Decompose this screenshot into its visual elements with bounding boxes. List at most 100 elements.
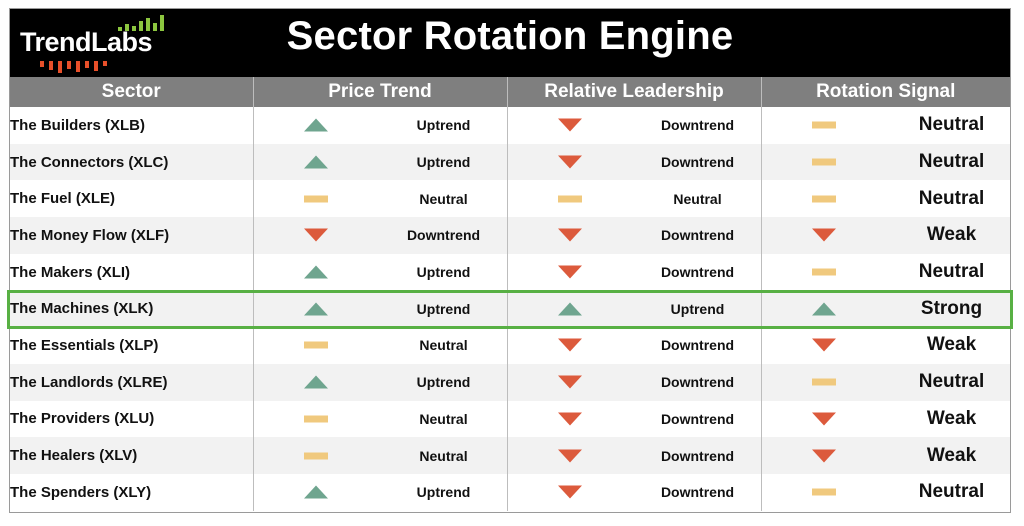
price-trend-cell: Neutral (253, 180, 508, 218)
rotation-signal-label: Weak (926, 444, 977, 466)
sector-name: The Fuel (XLE) (10, 180, 254, 218)
price-trend-label: Uptrend (416, 264, 471, 281)
down-triangle-icon (811, 449, 836, 463)
rotation-signal-cell: Weak (761, 437, 1010, 474)
down-triangle-icon (557, 449, 582, 463)
down-triangle-icon (557, 118, 582, 132)
column-header-rotation-signal: Rotation Signal (761, 77, 1010, 107)
relative-leadership-label: Downtrend (660, 264, 735, 281)
rotation-signal-cell: Neutral (761, 253, 1010, 291)
sector-rotation-panel: TrendLabs Sector Rotation Engine Sector (7, 8, 1013, 513)
column-header-sector: Sector (10, 77, 254, 107)
rotation-signal-label: Neutral (918, 481, 985, 503)
up-triangle-icon (303, 485, 328, 499)
price-trend-label: Neutral (419, 190, 468, 207)
price-trend-cell: Neutral (253, 400, 508, 438)
relative-leadership-cell: Uptrend (507, 290, 762, 328)
price-trend-label: Neutral (419, 447, 468, 464)
logo-ticks-icon (40, 61, 120, 73)
sector-name: The Landlords (XLRE) (10, 363, 254, 401)
rotation-signal-label: Neutral (918, 114, 985, 136)
rotation-signal-label: Neutral (918, 187, 985, 209)
relative-leadership-cell: Downtrend (507, 363, 762, 401)
rotation-signal-label: Weak (926, 407, 977, 429)
rotation-signal-label: Neutral (918, 371, 985, 393)
relative-leadership-label: Downtrend (660, 410, 735, 427)
rotation-signal-label: Weak (926, 334, 977, 356)
up-triangle-icon (303, 118, 328, 132)
price-trend-cell: Uptrend (253, 107, 508, 144)
table-row: The Builders (XLB) Uptrend Downtrend Neutra… (10, 107, 1010, 144)
down-triangle-icon (811, 338, 836, 352)
relative-leadership-label: Downtrend (660, 227, 735, 244)
table-row: The Makers (XLI) Uptrend Downtrend Neutral (10, 253, 1010, 291)
relative-leadership-label: Downtrend (660, 484, 735, 501)
price-trend-label: Uptrend (416, 374, 471, 391)
price-trend-label: Downtrend (406, 227, 481, 244)
down-triangle-icon (557, 485, 582, 499)
relative-leadership-cell: Downtrend (507, 473, 762, 511)
table-row: The Spenders (XLY) Uptrend Downtrend Neutra… (10, 473, 1010, 511)
relative-leadership-cell: Downtrend (507, 437, 762, 474)
relative-leadership-label: Downtrend (660, 447, 735, 464)
down-triangle-icon (557, 265, 582, 279)
rotation-signal-cell: Neutral (761, 180, 1010, 218)
table-row: The Healers (XLV) Neutral Downtrend Weak (10, 437, 1010, 474)
down-triangle-icon (811, 412, 836, 426)
relative-leadership-cell: Downtrend (507, 217, 762, 254)
neutral-dash-icon (811, 195, 836, 203)
table-row: The Machines (XLK) Uptrend Uptrend Strong (10, 290, 1010, 328)
neutral-dash-icon (811, 268, 836, 276)
neutral-dash-icon (811, 378, 836, 386)
table-row: The Essentials (XLP) Neutral Downtrend Weak (10, 327, 1010, 364)
relative-leadership-label: Downtrend (660, 374, 735, 391)
relative-leadership-label: Neutral (673, 190, 722, 207)
rotation-signal-cell: Weak (761, 327, 1010, 364)
rotation-signal-cell: Neutral (761, 107, 1010, 144)
neutral-dash-icon (811, 158, 836, 166)
table-row: The Landlords (XLRE) Uptrend Downtrend Neut… (10, 363, 1010, 401)
sector-name: The Connectors (XLC) (10, 143, 254, 181)
table-header-row: Sector Price Trend Relative Leadership R… (10, 77, 1010, 107)
up-triangle-icon (303, 265, 328, 279)
rotation-signal-label: Weak (926, 224, 977, 246)
price-trend-label: Uptrend (416, 154, 471, 171)
relative-leadership-label: Downtrend (660, 154, 735, 171)
rotation-signal-label: Neutral (918, 151, 985, 173)
column-header-price-trend: Price Trend (253, 77, 508, 107)
price-trend-label: Uptrend (416, 117, 471, 134)
down-triangle-icon (557, 375, 582, 389)
down-triangle-icon (557, 155, 582, 169)
price-trend-label: Neutral (419, 337, 468, 354)
neutral-dash-icon (303, 195, 328, 203)
sector-name: The Makers (XLI) (10, 253, 254, 291)
page-title: Sector Rotation Engine (286, 14, 734, 58)
rotation-signal-cell: Weak (761, 217, 1010, 254)
neutral-dash-icon (811, 488, 836, 496)
relative-leadership-cell: Neutral (507, 180, 762, 218)
neutral-dash-icon (303, 341, 328, 349)
title-banner: TrendLabs Sector Rotation Engine (10, 9, 1010, 77)
down-triangle-icon (811, 228, 836, 242)
relative-leadership-label: Downtrend (660, 117, 735, 134)
relative-leadership-cell: Downtrend (507, 400, 762, 438)
sector-name: The Providers (XLU) (10, 400, 254, 438)
up-triangle-icon (811, 302, 836, 316)
price-trend-cell: Uptrend (253, 253, 508, 291)
relative-leadership-label: Downtrend (660, 337, 735, 354)
price-trend-label: Uptrend (416, 484, 471, 501)
neutral-dash-icon (303, 452, 328, 460)
sector-name: The Machines (XLK) (10, 290, 254, 328)
price-trend-cell: Uptrend (253, 290, 508, 328)
table-row: The Connectors (XLC) Uptrend Downtrend Neut… (10, 143, 1010, 181)
table-row: The Providers (XLU) Neutral Downtrend Weak (10, 400, 1010, 438)
neutral-dash-icon (811, 121, 836, 129)
price-trend-cell: Downtrend (253, 217, 508, 254)
column-header-relative-leadership: Relative Leadership (507, 77, 762, 107)
rotation-signal-cell: Neutral (761, 363, 1010, 401)
relative-leadership-cell: Downtrend (507, 143, 762, 181)
down-triangle-icon (303, 228, 328, 242)
price-trend-label: Neutral (419, 410, 468, 427)
trendlabs-logo: TrendLabs (20, 15, 170, 75)
logo-bars-icon (118, 15, 168, 31)
